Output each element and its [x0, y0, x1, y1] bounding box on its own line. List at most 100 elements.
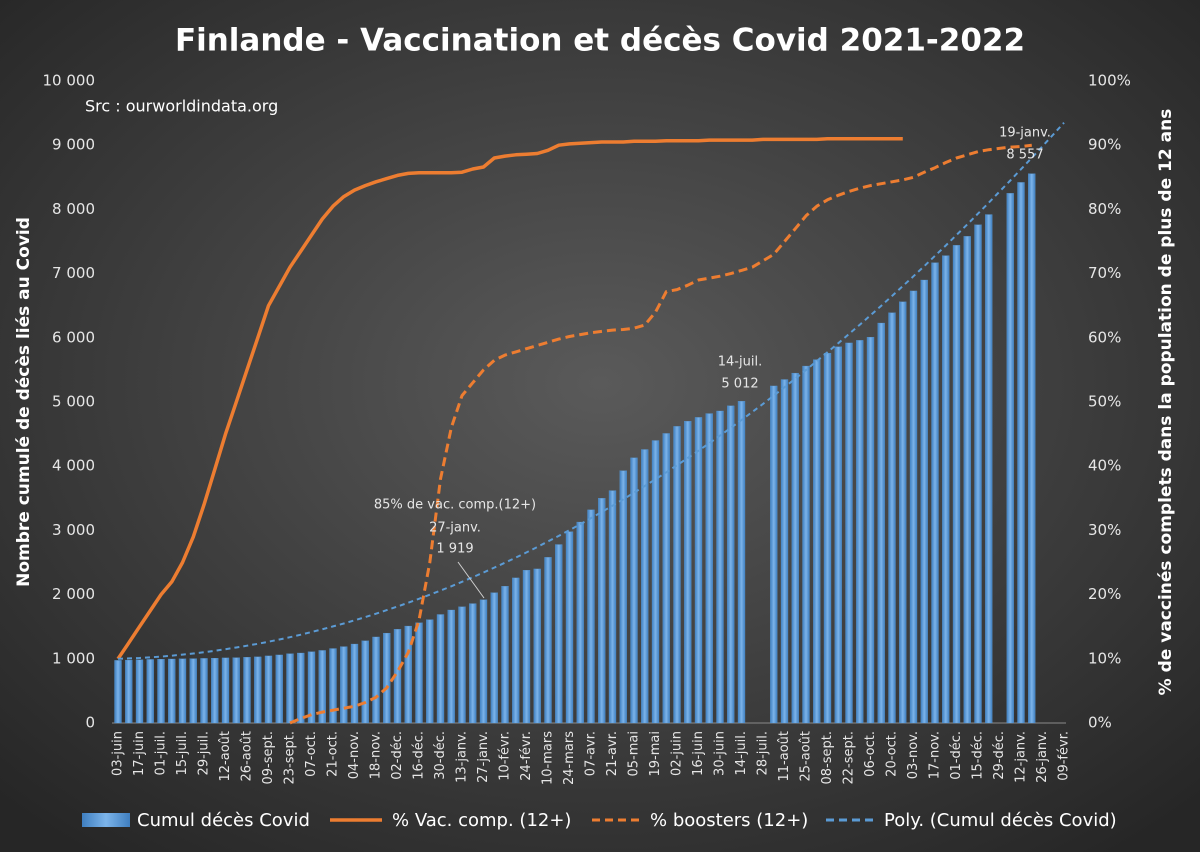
bar	[931, 262, 939, 724]
legend-label: Poly. (Cumul décès Covid)	[884, 810, 1117, 831]
x-tick-label: 30-déc.	[433, 731, 448, 780]
x-tick-label: 06-oct.	[863, 731, 878, 777]
x-tick-label: 07-oct.	[304, 731, 319, 777]
annotation: 5 012	[721, 377, 758, 392]
y-tick-label: 5 000	[52, 393, 95, 411]
bar	[178, 658, 187, 724]
bar	[512, 577, 520, 724]
x-tick-label: 29-déc.	[992, 731, 1007, 780]
bar	[340, 646, 348, 724]
y-tick-label: 4 000	[52, 457, 95, 475]
x-tick-label: 21-avr.	[605, 731, 620, 776]
x-tick-label: 08-sept.	[820, 731, 835, 785]
bar	[479, 599, 488, 724]
bar	[1028, 173, 1036, 724]
x-tick-label: 12-août	[218, 731, 233, 782]
x-tick-label: 19-mai	[648, 731, 663, 776]
annotation: 1 919	[436, 542, 473, 557]
bar	[426, 619, 434, 724]
line	[117, 122, 1065, 660]
bar	[608, 490, 617, 724]
y2-tick-label: 80%	[1088, 200, 1121, 218]
bar	[168, 658, 176, 724]
y-tick-label: 1 000	[52, 649, 95, 667]
bar	[813, 359, 821, 724]
bar	[1006, 193, 1014, 724]
bar	[888, 312, 896, 724]
x-tick-label: 23-sept.	[283, 731, 298, 785]
bar	[598, 498, 606, 724]
x-tick-label: 09-févr.	[1057, 731, 1072, 781]
bar	[673, 426, 681, 724]
bar	[318, 650, 326, 724]
x-tick-label: 28-juil.	[756, 731, 771, 775]
x-tick-label: 09-sept.	[261, 731, 276, 785]
x-tick-label: 17-nov.	[928, 731, 943, 779]
y-tick-label: 6 000	[52, 328, 95, 346]
bar	[383, 632, 391, 724]
x-tick-label: 30-juin	[713, 731, 728, 776]
bar	[200, 658, 208, 724]
x-tick-label: 24-mars	[562, 731, 577, 785]
annotation-leader	[457, 561, 485, 599]
bar	[221, 657, 230, 724]
y-tick-label: 2 000	[52, 585, 95, 603]
y-tick-label: 9 000	[52, 136, 95, 154]
bar	[544, 557, 552, 724]
y2-tick-label: 40%	[1088, 457, 1121, 475]
x-tick-label: 15-juil.	[175, 731, 190, 775]
bar	[899, 301, 907, 724]
y-tick-label: 0	[85, 714, 95, 732]
x-tick-label: 07-avr.	[584, 731, 599, 776]
bar	[630, 457, 638, 724]
bar	[404, 625, 412, 724]
bar	[135, 659, 144, 724]
y-tick-label: 3 000	[52, 521, 95, 539]
bar	[490, 592, 498, 724]
bar	[211, 658, 219, 724]
y2-tick-label: 50%	[1088, 393, 1121, 411]
x-tick-label: 02-juin	[670, 731, 685, 776]
bar	[791, 372, 799, 724]
x-tick-label: 17-juin	[132, 731, 147, 776]
bar	[361, 640, 369, 724]
x-tick-label: 15-déc.	[971, 731, 986, 780]
bar	[469, 603, 477, 724]
bar	[909, 290, 918, 724]
x-tick-label: 26-août	[240, 731, 255, 782]
bar	[684, 421, 692, 724]
bar	[619, 470, 627, 724]
subtitle: Src : ourworldindata.org	[85, 97, 278, 116]
bar	[565, 531, 574, 724]
bar	[802, 365, 810, 724]
chart-title: Finlande - Vaccination et décès Covid 20…	[175, 23, 1025, 59]
annotation: 27-janv.	[429, 521, 481, 536]
y2-axis-title: % de vaccinés complets dans la populatio…	[1156, 109, 1176, 696]
x-tick-label: 03-nov.	[906, 731, 921, 779]
bar	[576, 521, 584, 724]
bar	[146, 659, 154, 724]
y2-tick-label: 60%	[1088, 328, 1121, 346]
x-tick-label: 18-nov.	[369, 731, 384, 779]
y-tick-label: 8 000	[52, 200, 95, 218]
x-tick-label: 11-août	[777, 731, 792, 782]
bar	[641, 449, 649, 724]
bar	[189, 658, 197, 724]
annotation: 8 557	[1006, 148, 1043, 163]
x-tick-label: 21-oct.	[326, 731, 341, 777]
bar	[458, 606, 466, 724]
bar	[737, 401, 746, 724]
x-tick-label: 24-févr.	[519, 731, 534, 781]
bar	[415, 622, 423, 724]
bar	[275, 654, 283, 724]
bar	[264, 655, 273, 724]
y2-tick-label: 20%	[1088, 585, 1121, 603]
bar	[727, 405, 735, 724]
annotation: 85% de vac. comp.(12+)	[374, 498, 536, 513]
x-tick-label: 01-déc.	[949, 731, 964, 780]
bar	[694, 417, 703, 724]
annotation: 19-janv.	[999, 126, 1051, 141]
line	[289, 143, 1032, 725]
